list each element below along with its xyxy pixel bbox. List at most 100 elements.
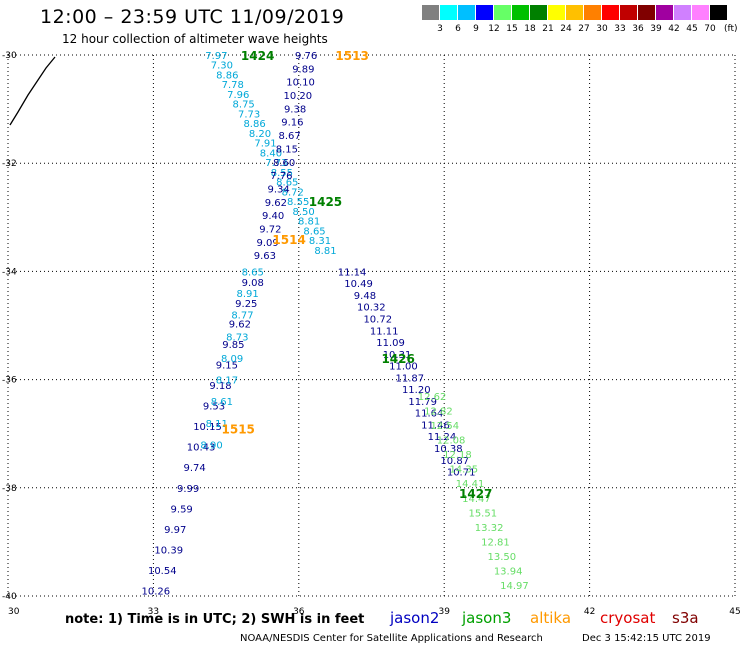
- wave-height-value: 10.15: [193, 422, 222, 433]
- scale-swatch: [602, 5, 619, 20]
- wave-height-value: 8.91: [236, 289, 258, 300]
- wave-height-value: 12.62: [418, 392, 447, 403]
- wave-height-value: 8.65: [303, 226, 325, 237]
- wave-height-value: 9.72: [259, 224, 281, 235]
- scale-swatch: [656, 5, 673, 20]
- wave-height-value: 13.94: [494, 567, 523, 578]
- wave-height-value: 9.76: [295, 51, 317, 62]
- wave-height-value: 8.67: [278, 131, 300, 142]
- wave-height-value: 8.81: [298, 217, 320, 228]
- scale-label: 15: [506, 24, 518, 34]
- satellite-tracks: 7.977.308.867.787.968.757.738.868.207.91…: [142, 51, 529, 598]
- wave-height-value: 7.73: [238, 109, 260, 120]
- legend-altika: altika: [530, 609, 572, 627]
- wave-height-value: 7.96: [227, 90, 249, 101]
- wave-height-value: 11.24: [428, 432, 457, 443]
- wave-height-value: 10.54: [148, 566, 177, 577]
- wave-height-value: 8.11: [206, 419, 228, 430]
- lon-tick-label: 33: [148, 607, 159, 617]
- wave-height-value: 10.20: [284, 91, 313, 102]
- track-jason3-1427: 12.62 12.82 12.54 12.08 12.18 14.35 14.41 14.47…: [418, 392, 529, 592]
- scale-swatch: [566, 5, 583, 20]
- track-altika-1515: 8.65 8.91 8.77 8.73 8.09 8.17 8.61 8.11 8.90: [200, 267, 263, 451]
- wave-height-value: 10.72: [363, 314, 392, 325]
- track-jason2-lower-left: 9.08 9.25 9.62 9.85 9.15 9.18 9.53 10.15 10.43 9.…: [142, 278, 264, 597]
- lat-tick-label: -34: [2, 267, 17, 277]
- wave-height-value: 11.00: [389, 362, 418, 373]
- wave-height-value: 9.62: [265, 198, 287, 209]
- scale-label: 9: [473, 24, 479, 34]
- wave-height-value: 13.50: [487, 552, 516, 563]
- lat-tick-label: -40: [2, 592, 17, 602]
- scale-swatch: [458, 5, 475, 20]
- wave-height-value: 9.16: [281, 118, 303, 129]
- track-number-label: 1513: [335, 49, 368, 63]
- scale-label: 33: [614, 24, 626, 34]
- track-number-label: 1426: [381, 352, 414, 366]
- scale-label: 30: [596, 24, 608, 34]
- track-number-label: 1425: [309, 195, 342, 209]
- wave-height-value: 10.31: [383, 350, 412, 361]
- scale-swatch: [476, 5, 493, 20]
- scale-label: 3: [437, 24, 443, 34]
- wave-height-value: 10.49: [344, 279, 373, 290]
- scale-swatch: [710, 5, 727, 20]
- wave-height-value: 14.47: [462, 494, 491, 505]
- legend-s3a: s3a: [672, 609, 699, 627]
- footer-note: note: 1) Time is in UTC; 2) SWH is in fe…: [65, 612, 365, 627]
- track-jason2-1513-descending: 9.769.8910.1010.209.389.168.678.158.607.…: [254, 51, 317, 262]
- scale-label: 36: [632, 24, 644, 34]
- wave-height-value: 10.32: [357, 303, 386, 314]
- wave-height-value: 8.61: [211, 397, 233, 408]
- wave-height-value: 12.81: [481, 537, 510, 548]
- wave-height-value: 7.91: [254, 139, 276, 150]
- wave-height-value: 10.39: [154, 545, 183, 556]
- wave-height-value: 7.73: [265, 158, 287, 169]
- generated-timestamp: Dec 3 15:42:15 UTC 2019: [582, 633, 711, 644]
- scale-swatch: [494, 5, 511, 20]
- wave-height-value: 9.48: [354, 291, 376, 302]
- chart-subtitle: 12 hour collection of altimeter wave hei…: [62, 32, 328, 46]
- scale-label: 18: [524, 24, 536, 34]
- wave-height-value: 9.15: [216, 360, 238, 371]
- track-number-label: 1515: [222, 422, 255, 436]
- wave-height-value: 8.65: [276, 178, 298, 189]
- lon-tick-label: 39: [438, 607, 450, 617]
- scale-label: 70: [704, 24, 716, 34]
- lon-tick-label: 45: [729, 607, 740, 617]
- wave-height-value: 8.55: [271, 168, 293, 179]
- scale-swatch: [638, 5, 655, 20]
- wave-height-value: 9.08: [242, 278, 264, 289]
- wave-height-value: 9.62: [229, 319, 251, 330]
- wave-height-value: 12.08: [437, 436, 466, 447]
- scale-label: 24: [560, 24, 572, 34]
- wave-height-value: 10.10: [286, 78, 315, 89]
- wave-height-value: 9.63: [254, 251, 276, 262]
- scale-label: 42: [668, 24, 680, 34]
- scale-swatch: [530, 5, 547, 20]
- scale-swatch: [674, 5, 691, 20]
- wave-height-value: 9.18: [209, 381, 231, 392]
- scale-label: 39: [650, 24, 662, 34]
- wave-height-value: 11.20: [402, 385, 431, 396]
- lat-tick-label: -36: [2, 376, 17, 386]
- scale-swatch: [512, 5, 529, 20]
- coastline: [9, 56, 56, 126]
- lat-tick-label: -38: [2, 484, 17, 494]
- wave-height-value: 9.89: [292, 64, 314, 75]
- wave-height-value: 9.09: [256, 238, 278, 249]
- wave-height-value: 8.77: [231, 311, 253, 322]
- wave-height-value: 8.09: [221, 354, 243, 365]
- wave-height-value: 8.65: [242, 267, 264, 278]
- credit-line: NOAA/NESDIS Center for Satellite Applica…: [240, 633, 543, 644]
- wave-height-value: 9.25: [235, 299, 257, 310]
- wave-height-value: 11.87: [396, 373, 425, 384]
- wave-height-value: 8.73: [226, 332, 248, 343]
- wave-height-value: 9.74: [183, 463, 205, 474]
- wave-height-value: 12.54: [430, 421, 459, 432]
- scale-swatch: [440, 5, 457, 20]
- wave-height-value: 12.82: [424, 406, 453, 417]
- track-jason2-lower-right: 11.1410.499.4810.3210.7211.1111.0910.311…: [338, 267, 476, 478]
- scale-swatch: [422, 5, 439, 20]
